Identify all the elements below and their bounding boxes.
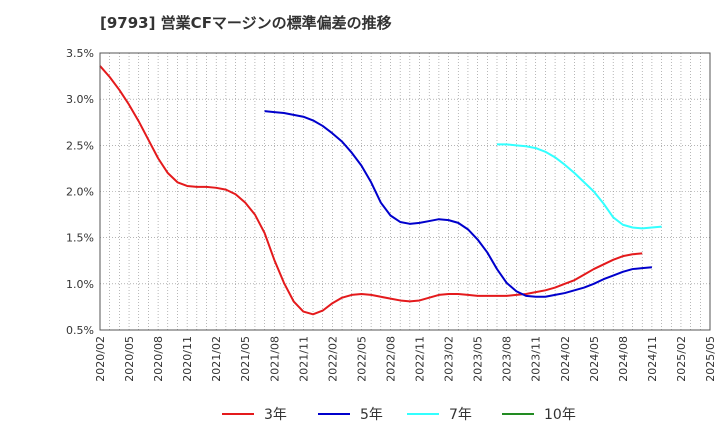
x-tick-label: 2021/05 [239,336,252,382]
x-tick-label: 2023/05 [472,336,485,382]
plot-frame [99,52,711,331]
series-line-5年 [264,110,652,298]
x-tick-label: 2025/02 [675,336,688,382]
x-tick-label: 2022/02 [326,336,339,382]
y-tick-label: 3.5% [66,47,94,60]
grid-lines [100,53,710,330]
x-tick-label: 2025/05 [704,336,717,382]
x-tick-label: 2022/05 [355,336,368,382]
legend: 3年 5年 7年 10年 [222,407,576,423]
legend-label: 7年 [449,407,472,423]
legend-label: 3年 [264,407,287,423]
series-line-3年 [99,65,643,316]
x-tick-label: 2022/08 [384,336,397,382]
y-tick-label: 2.5% [66,139,94,152]
x-tick-label: 2024/11 [646,336,659,382]
y-axis-ticks: 0.5% 1.0% 1.5% 2.0% 2.5% 3.0% 3.5% [66,47,94,337]
x-tick-label: 2020/11 [181,336,194,382]
x-tick-label: 2024/08 [617,336,630,382]
x-axis-ticks: 2020/02 2020/05 2020/08 2020/11 2021/02 2021/… [94,336,717,382]
series-line-7年 [496,143,662,230]
x-tick-label: 2024/02 [559,336,572,382]
chart-title: [9793] 営業CFマージンの標準偏差の推移 [100,14,392,32]
legend-label: 5年 [360,407,383,423]
x-tick-label: 2020/05 [123,336,136,382]
x-tick-label: 2020/08 [152,336,165,382]
y-tick-label: 1.5% [66,232,94,245]
x-tick-label: 2022/11 [414,336,427,382]
x-tick-label: 2021/08 [268,336,281,382]
x-tick-label: 2021/02 [210,336,223,382]
series-lines [99,65,662,316]
x-tick-label: 2021/11 [297,336,310,382]
x-tick-label: 2024/05 [588,336,601,382]
y-tick-label: 2.0% [66,186,94,199]
x-tick-label: 2023/08 [501,336,514,382]
y-tick-label: 3.0% [66,93,94,106]
x-tick-label: 2023/02 [443,336,456,382]
legend-label: 10年 [544,407,576,423]
x-tick-label: 2020/02 [94,336,107,382]
x-tick-label: 2023/11 [530,336,543,382]
y-tick-label: 0.5% [66,324,94,337]
y-tick-label: 1.0% [66,278,94,291]
